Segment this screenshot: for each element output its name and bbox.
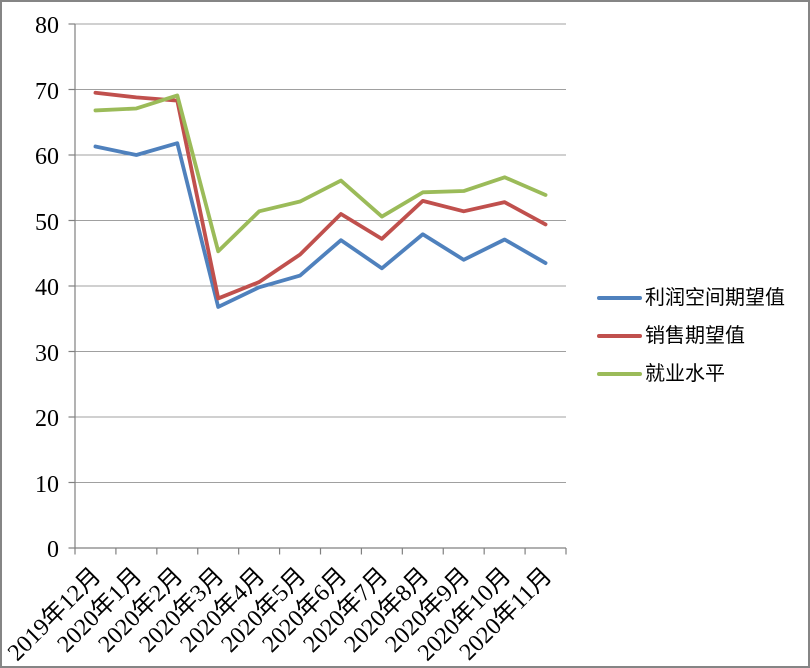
y-axis-tick-label: 70 (35, 78, 59, 105)
legend-swatch-icon (597, 372, 642, 376)
legend-swatch-icon (597, 334, 642, 338)
y-axis-tick-label: 50 (35, 209, 59, 236)
legend-swatch-icon (597, 296, 642, 300)
series-line-2 (93, 93, 548, 254)
legend-label: 销售期望值 (645, 325, 745, 347)
series-line-0 (93, 141, 548, 309)
y-axis-tick-label: 30 (35, 340, 59, 367)
series-line-1 (93, 90, 548, 301)
legend-label: 就业水平 (645, 363, 725, 385)
y-axis-tick-label: 10 (35, 471, 59, 498)
y-axis-tick-label: 0 (47, 537, 59, 563)
y-axis-tick-label: 80 (35, 13, 59, 39)
y-axis-tick-label: 40 (35, 275, 59, 301)
y-axis-tick-label: 60 (35, 144, 59, 170)
legend-label: 利润空间期望值 (645, 287, 785, 309)
y-axis-tick-label: 20 (35, 406, 59, 432)
